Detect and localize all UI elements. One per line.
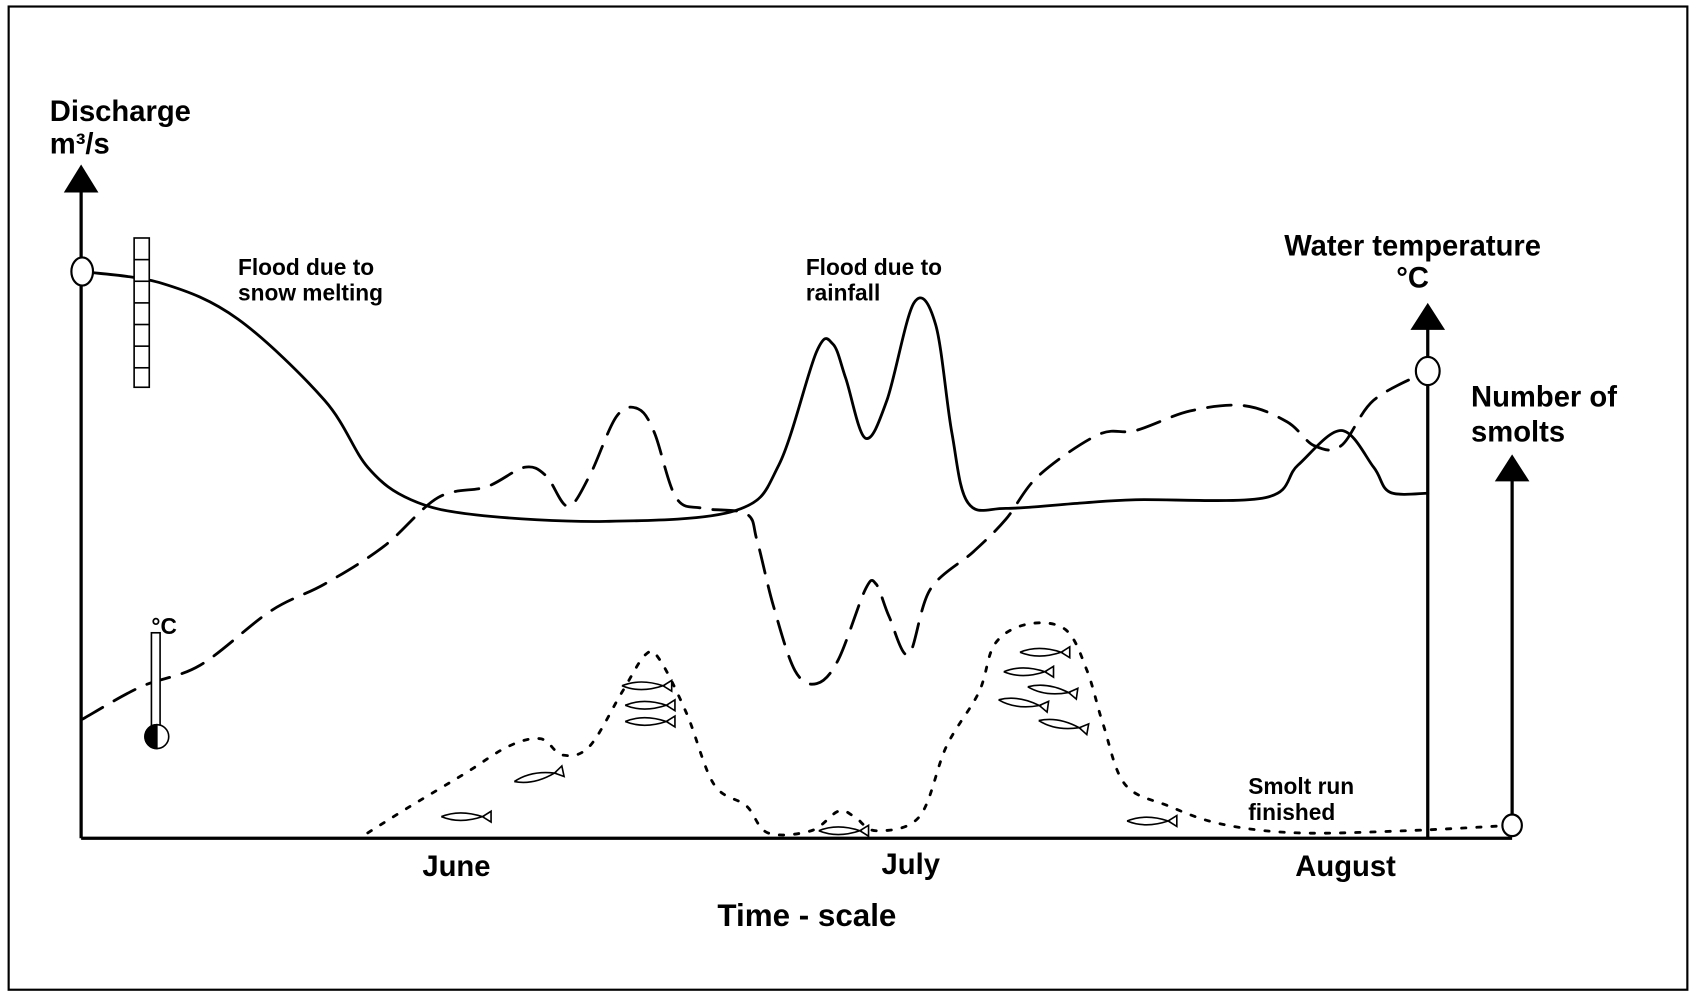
axes bbox=[79, 189, 1514, 840]
marker bbox=[70, 256, 95, 287]
thermometer-icon bbox=[144, 631, 170, 750]
fish bbox=[998, 697, 1050, 714]
fish bbox=[1038, 718, 1090, 737]
gauge-icon bbox=[133, 237, 151, 389]
frame bbox=[7, 5, 1689, 991]
marker bbox=[1501, 813, 1523, 838]
fish bbox=[1126, 814, 1178, 828]
annotation: rainfall bbox=[806, 280, 880, 306]
axis-label: m³/s bbox=[50, 129, 110, 161]
fish bbox=[624, 714, 676, 729]
axis-markers bbox=[70, 256, 1523, 838]
annotation: Flood due to bbox=[238, 254, 374, 280]
arrowhead bbox=[1410, 302, 1446, 330]
arrowhead bbox=[1494, 454, 1530, 482]
month-label: August bbox=[1295, 851, 1396, 883]
thermometer-label: °C bbox=[151, 613, 176, 639]
axis-label: °C bbox=[1396, 263, 1429, 295]
fish bbox=[621, 678, 673, 693]
axis-label: Water temperature bbox=[1284, 230, 1541, 262]
smolt-curve bbox=[366, 621, 1514, 837]
marker bbox=[1414, 355, 1441, 387]
axis-title: Time - scale bbox=[717, 898, 896, 933]
annotation: Flood due to bbox=[806, 254, 942, 280]
fish-icons bbox=[440, 645, 1178, 838]
axis-label: Number of bbox=[1471, 382, 1617, 414]
fish bbox=[1019, 645, 1071, 660]
fish bbox=[818, 823, 870, 838]
annotation: finished bbox=[1248, 799, 1335, 825]
axis-label: smolts bbox=[1471, 416, 1565, 448]
fish bbox=[1027, 684, 1079, 701]
temperature-curve bbox=[80, 369, 1430, 721]
annotation: Smolt run bbox=[1248, 773, 1354, 799]
arrowheads bbox=[63, 164, 1530, 482]
fish bbox=[1003, 664, 1055, 679]
fish bbox=[624, 698, 676, 713]
annotation: snow melting bbox=[238, 280, 383, 306]
axis-label: Discharge bbox=[50, 96, 191, 128]
discharge-curve bbox=[80, 270, 1430, 523]
month-label: June bbox=[422, 851, 490, 883]
fish bbox=[440, 809, 492, 824]
arrowhead bbox=[63, 164, 99, 193]
fish bbox=[513, 764, 566, 784]
month-label: July bbox=[882, 849, 941, 881]
